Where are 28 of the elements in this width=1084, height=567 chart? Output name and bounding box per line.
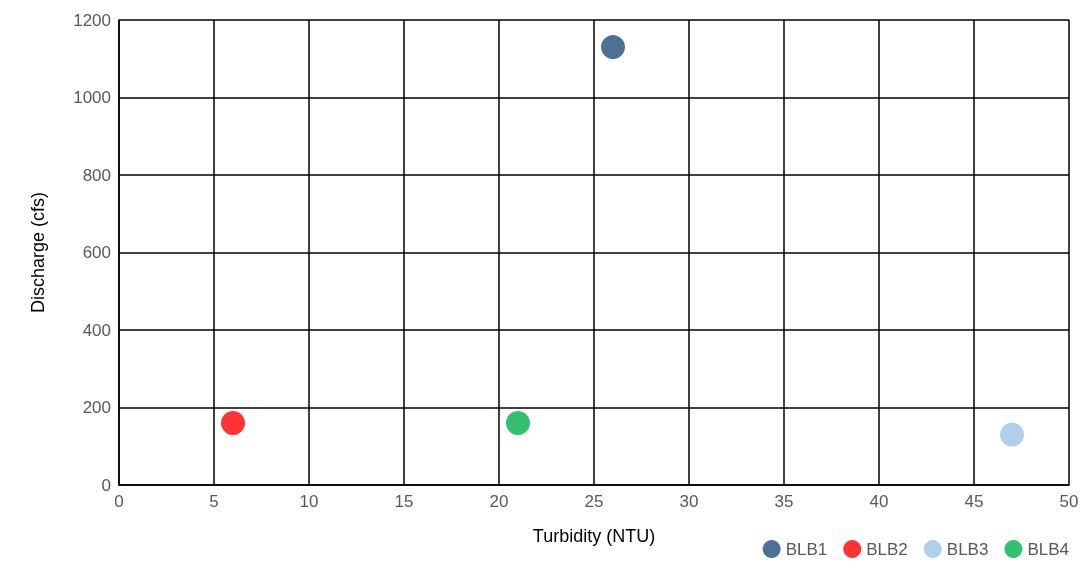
- y-tick-label: 0: [101, 475, 111, 495]
- x-tick-label: 10: [299, 492, 319, 511]
- point: [1000, 422, 1024, 447]
- y-axis-title: Discharge (cfs): [28, 191, 48, 314]
- point: [506, 411, 530, 435]
- legend-label: BLB4: [1027, 539, 1070, 559]
- y-tick-label: 1000: [73, 88, 111, 107]
- x-tick-label: 50: [1059, 492, 1079, 511]
- y-tick-label: 1200: [73, 10, 111, 30]
- y-tick-label: 600: [82, 243, 111, 262]
- legend-label: BLB1: [785, 539, 828, 559]
- y-tick-label: 200: [82, 398, 111, 417]
- y-tick-label: 800: [82, 165, 111, 185]
- x-tick-label: 20: [489, 492, 509, 511]
- x-tick-label: 45: [964, 492, 984, 511]
- y-tick-label: 400: [82, 320, 111, 340]
- x-tick-label: 5: [209, 492, 219, 511]
- x-tick-label: 25: [584, 492, 604, 511]
- x-tick-label: 40: [869, 492, 889, 511]
- legend-label: BLB3: [946, 539, 989, 559]
- x-tick-label: 0: [114, 492, 124, 511]
- x-tick-label: 30: [679, 492, 699, 511]
- x-tick-label: 15: [394, 492, 414, 511]
- point: [601, 35, 625, 60]
- legend-label: BLB2: [866, 539, 908, 559]
- x-axis-title: Turbidity (NTU): [532, 526, 656, 546]
- point: [221, 411, 245, 435]
- x-tick-label: 35: [774, 492, 794, 511]
